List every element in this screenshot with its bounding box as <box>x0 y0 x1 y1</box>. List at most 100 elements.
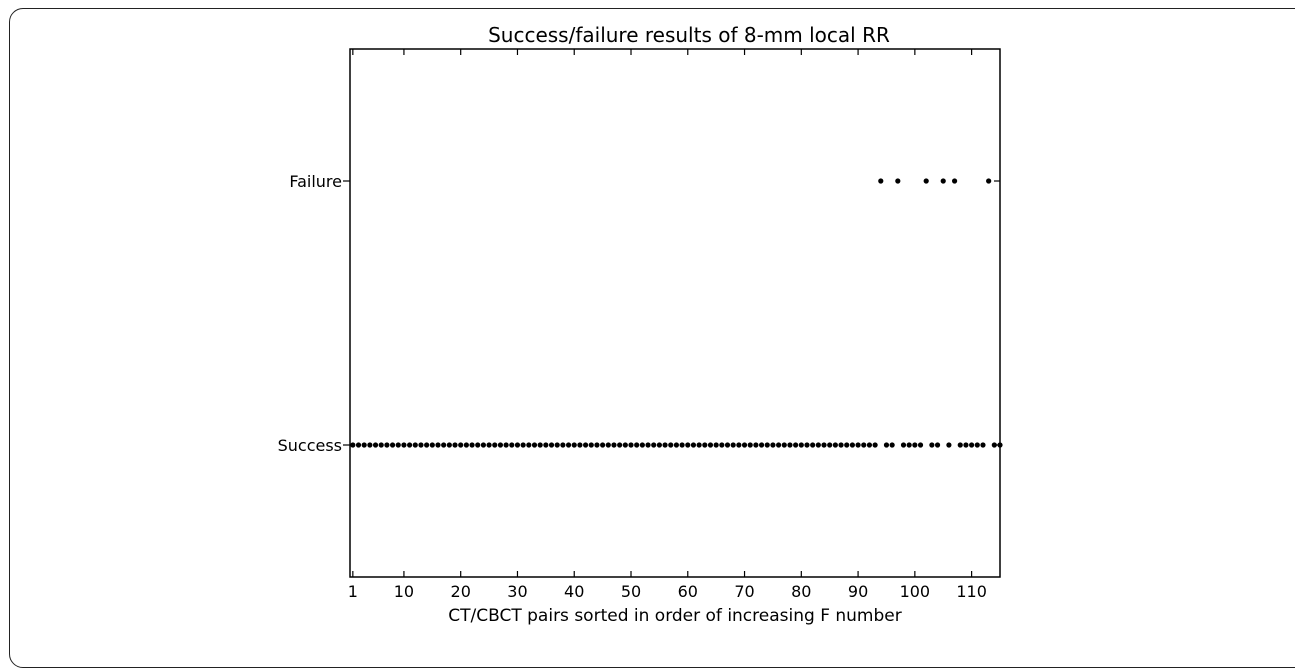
success-point <box>974 442 980 448</box>
success-point <box>912 442 918 448</box>
success-point <box>645 442 651 448</box>
x-tick-label: 100 <box>900 582 931 601</box>
x-tick-label: 1 <box>348 582 358 601</box>
success-point <box>883 442 890 448</box>
y-axis-ticks: Success Failure <box>278 172 1000 455</box>
success-point <box>367 442 373 448</box>
failure-point <box>923 178 929 184</box>
x-tick-label: 50 <box>621 582 641 601</box>
success-point <box>776 442 782 448</box>
success-point <box>821 442 827 448</box>
success-point <box>355 442 362 448</box>
success-point <box>537 442 543 448</box>
success-point <box>384 442 390 448</box>
success-point <box>946 442 952 448</box>
success-point <box>838 442 844 448</box>
success-point <box>934 442 941 448</box>
success-point <box>577 442 583 448</box>
success-point <box>758 442 765 448</box>
success-point <box>401 442 407 448</box>
success-point <box>679 442 685 448</box>
success-point <box>753 442 759 448</box>
x-tick-label: 90 <box>848 582 868 601</box>
success-point <box>611 442 617 448</box>
data-points <box>350 178 1003 448</box>
failure-point <box>895 178 901 184</box>
success-point <box>548 442 555 448</box>
success-point <box>582 442 589 448</box>
success-point <box>486 442 492 448</box>
success-point <box>815 442 821 448</box>
success-point <box>418 442 424 448</box>
success-point <box>866 442 873 448</box>
success-point <box>900 442 907 448</box>
x-tick-label: 60 <box>678 582 698 601</box>
success-point <box>350 442 356 448</box>
success-point <box>503 442 509 448</box>
failure-point <box>951 178 958 184</box>
x-axis-label: CT/CBCT pairs sorted in order of increas… <box>448 606 901 626</box>
success-point <box>827 442 833 448</box>
failure-point <box>986 178 992 184</box>
success-point <box>787 442 793 448</box>
success-point <box>531 442 538 448</box>
success-point <box>554 442 560 448</box>
success-point <box>446 442 452 448</box>
success-point <box>395 442 401 448</box>
success-point <box>702 442 708 448</box>
success-point <box>844 442 850 448</box>
success-point <box>668 442 674 448</box>
y-tick-label: Success <box>278 436 342 455</box>
success-point <box>571 442 577 448</box>
x-axis-ticks: 1 10 20 30 40 50 60 70 80 90 100 110 <box>348 49 987 601</box>
success-point <box>600 442 606 448</box>
success-point <box>741 442 748 448</box>
success-point <box>781 442 787 448</box>
success-point <box>622 442 628 448</box>
success-point <box>634 442 640 448</box>
success-point <box>497 442 504 448</box>
success-point <box>929 442 935 448</box>
success-point <box>424 442 430 448</box>
success-point <box>389 442 396 448</box>
x-tick-label: 110 <box>956 582 987 601</box>
x-tick-label: 80 <box>791 582 811 601</box>
success-point <box>480 442 487 448</box>
y-tick-label: Failure <box>289 172 342 191</box>
success-point <box>855 442 861 448</box>
success-point <box>719 442 725 448</box>
success-point <box>832 442 838 448</box>
success-point <box>509 442 515 448</box>
success-point <box>520 442 526 448</box>
success-point <box>793 442 799 448</box>
success-point <box>798 442 804 448</box>
plot-area <box>349 48 1001 578</box>
success-point <box>594 442 600 448</box>
success-point <box>997 442 1003 448</box>
success-point <box>872 442 878 448</box>
success-point <box>696 442 702 448</box>
success-point <box>560 442 566 448</box>
success-point <box>492 442 498 448</box>
success-point <box>656 442 662 448</box>
success-point <box>713 442 719 448</box>
success-point <box>372 442 379 448</box>
success-point <box>639 442 645 448</box>
success-point <box>804 442 810 448</box>
success-point <box>435 442 441 448</box>
success-point <box>361 442 367 448</box>
success-point <box>475 442 481 448</box>
chart: Success/failure results of 8-mm local RR… <box>278 23 1003 626</box>
success-point <box>764 442 770 448</box>
success-point <box>565 442 572 448</box>
success-point <box>378 442 384 448</box>
success-point <box>810 442 816 448</box>
success-point <box>469 442 475 448</box>
success-point <box>724 442 731 448</box>
success-point <box>685 442 691 448</box>
failure-point <box>940 178 946 184</box>
success-point <box>980 442 986 448</box>
success-point <box>730 442 736 448</box>
success-point <box>429 442 435 448</box>
success-point <box>588 442 594 448</box>
